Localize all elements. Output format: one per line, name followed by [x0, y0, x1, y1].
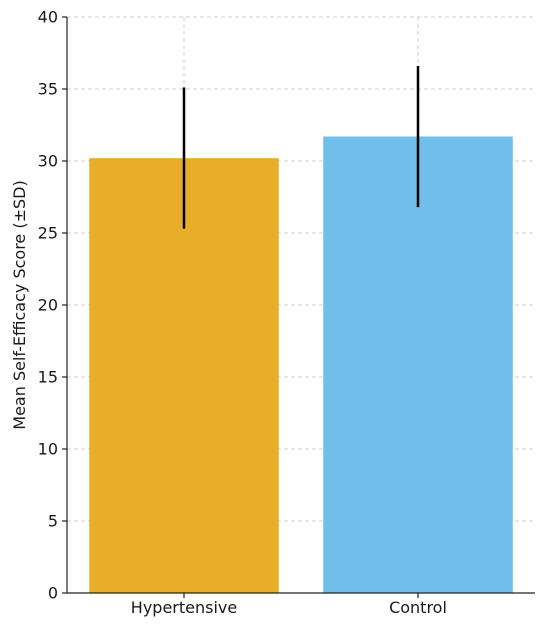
y-tick-label: 10: [38, 440, 58, 459]
bars: [89, 136, 513, 593]
x-ticks: Hypertensive Control: [131, 593, 447, 617]
x-tick-label: Control: [389, 598, 447, 617]
y-tick-label: 35: [38, 80, 58, 99]
y-tick-label: 40: [38, 8, 58, 27]
y-tick-label: 20: [38, 296, 58, 315]
y-tick-label: 25: [38, 224, 58, 243]
y-tick-label: 30: [38, 152, 58, 171]
y-ticks: 0 5 10 15 20 25 30 35 40: [38, 8, 67, 603]
y-tick-label: 5: [48, 512, 58, 531]
y-tick-label: 0: [48, 584, 58, 603]
y-tick-label: 15: [38, 368, 58, 387]
error-bars: [182, 65, 420, 229]
x-tick-label: Hypertensive: [131, 598, 237, 617]
bar-control: [323, 136, 513, 593]
y-axis-label: Mean Self-Efficacy Score (±SD): [10, 180, 29, 429]
bar-hypertensive: [89, 158, 279, 593]
